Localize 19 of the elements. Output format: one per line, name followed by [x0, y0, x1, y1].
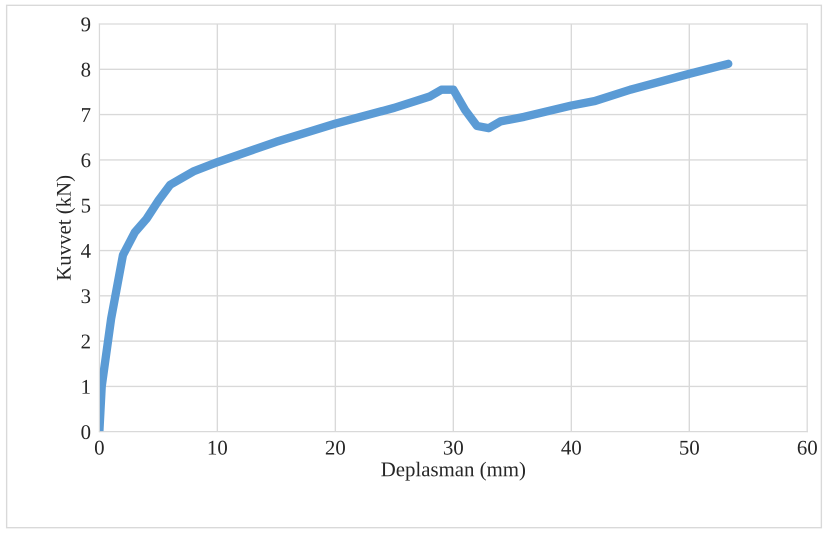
y-tick-label: 0 — [81, 425, 90, 440]
x-tick-label: 0 — [94, 440, 104, 455]
x-tick-label: 40 — [561, 440, 581, 455]
y-tick-label: 9 — [81, 17, 90, 32]
x-axis-title: Deplasman (mm) — [381, 462, 526, 481]
y-tick-label: 7 — [82, 108, 90, 122]
y-tick-label: 6 — [82, 153, 90, 168]
y-tick-label: 8 — [81, 62, 90, 77]
y-tick-label: 4 — [81, 244, 91, 258]
x-tick-label: 20 — [326, 440, 345, 455]
x-tick-label: 60 — [798, 440, 817, 455]
x-tick-label: 50 — [680, 440, 699, 455]
x-tick-label: 10 — [208, 440, 227, 455]
y-tick-label: 1 — [82, 380, 90, 394]
y-axis-title: Kuvvet (kN) — [56, 176, 76, 280]
x-tick-label: 30 — [444, 440, 463, 455]
y-tick-label: 5 — [82, 198, 90, 213]
y-tick-label: 3 — [82, 289, 90, 304]
y-tick-label: 2 — [82, 334, 90, 348]
